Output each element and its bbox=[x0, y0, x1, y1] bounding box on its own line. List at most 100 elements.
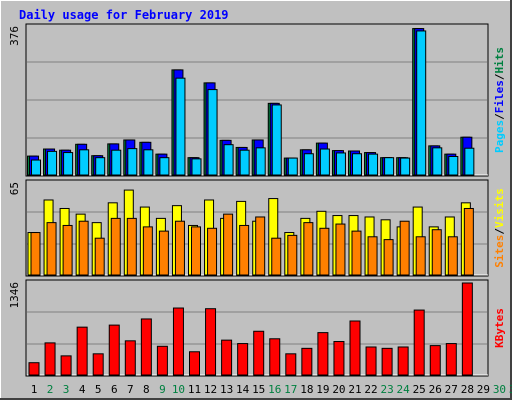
bar-sites-day-16 bbox=[271, 237, 282, 276]
bar-sites-day-12 bbox=[207, 227, 218, 276]
bar-sites-day-18 bbox=[303, 222, 314, 276]
bar-sites-day-27 bbox=[447, 236, 458, 276]
bar-pages-day-13 bbox=[223, 144, 234, 176]
bar-sites-day-23 bbox=[383, 239, 394, 276]
bar-pages-day-20 bbox=[335, 152, 346, 176]
series-label-kbytes: KBytes bbox=[493, 308, 506, 348]
bar-kbytes-day-21 bbox=[349, 320, 361, 376]
day-label-15: 15 bbox=[252, 383, 265, 396]
bar-sites-day-4 bbox=[78, 220, 89, 276]
bar-kbytes-day-14 bbox=[237, 343, 249, 376]
bar-kbytes-day-13 bbox=[221, 339, 233, 376]
bar-pages-day-26 bbox=[432, 147, 443, 176]
day-label-24: 24 bbox=[397, 383, 411, 396]
bar-pages-day-21 bbox=[352, 153, 362, 176]
bar-kbytes-day-10 bbox=[172, 307, 184, 376]
day-label-21: 21 bbox=[348, 383, 361, 396]
bar-pages-day-28 bbox=[464, 147, 475, 176]
y-max-label-visits: 65 bbox=[8, 182, 21, 195]
bar-sites-day-19 bbox=[319, 227, 330, 276]
bar-kbytes-day-6 bbox=[108, 324, 120, 376]
bar-pages-day-10 bbox=[175, 77, 186, 176]
bar-sites-day-13 bbox=[223, 213, 234, 276]
bar-sites-day-2 bbox=[46, 222, 57, 276]
bar-pages-day-12 bbox=[207, 89, 218, 176]
bar-kbytes-day-17 bbox=[285, 353, 297, 376]
bar-pages-day-4 bbox=[79, 149, 90, 176]
day-label-13: 13 bbox=[220, 383, 233, 396]
bar-kbytes-day-3 bbox=[60, 355, 72, 376]
bar-sites-day-26 bbox=[431, 229, 442, 276]
day-label-8: 8 bbox=[143, 383, 150, 396]
bar-pages-day-11 bbox=[191, 158, 202, 176]
series-label-part: Files bbox=[493, 80, 506, 113]
bar-kbytes-day-27 bbox=[445, 343, 457, 376]
bar-kbytes-day-4 bbox=[76, 326, 88, 376]
day-label-28: 28 bbox=[461, 383, 474, 396]
day-label-9: 9 bbox=[159, 383, 166, 396]
bar-kbytes-day-24 bbox=[397, 346, 409, 376]
bar-sites-day-9 bbox=[158, 230, 169, 276]
bar-kbytes-day-1 bbox=[28, 362, 40, 376]
bar-kbytes-day-11 bbox=[189, 351, 200, 376]
day-label-18: 18 bbox=[300, 383, 313, 396]
y-max-label-hits: 376 bbox=[8, 26, 21, 46]
bar-kbytes-day-18 bbox=[301, 347, 313, 376]
bar-sites-day-1 bbox=[30, 232, 41, 276]
bar-sites-day-24 bbox=[399, 220, 410, 276]
day-label-19: 19 bbox=[316, 383, 329, 396]
bar-kbytes-day-19 bbox=[317, 332, 329, 376]
day-label-3: 3 bbox=[63, 383, 70, 396]
day-label-27: 27 bbox=[445, 383, 458, 396]
bar-pages-day-1 bbox=[31, 159, 41, 176]
bar-kbytes-day-28 bbox=[461, 282, 473, 376]
bar-kbytes-day-5 bbox=[92, 353, 104, 376]
bar-kbytes-day-15 bbox=[253, 330, 265, 376]
bar-pages-day-7 bbox=[127, 148, 138, 176]
bar-pages-day-8 bbox=[143, 149, 154, 176]
day-label-25: 25 bbox=[413, 383, 426, 396]
bar-kbytes-day-22 bbox=[365, 346, 377, 376]
bar-sites-day-8 bbox=[142, 226, 153, 276]
bar-pages-day-22 bbox=[368, 153, 379, 176]
series-label-part: Sites bbox=[493, 235, 506, 268]
bar-kbytes-day-16 bbox=[269, 338, 281, 376]
day-label-16: 16 bbox=[268, 383, 281, 396]
day-label-10: 10 bbox=[172, 383, 185, 396]
bar-kbytes-day-20 bbox=[333, 341, 345, 376]
day-label-20: 20 bbox=[332, 383, 345, 396]
bar-kbytes-day-23 bbox=[381, 347, 393, 376]
bar-sites-day-20 bbox=[335, 223, 346, 276]
day-label-11: 11 bbox=[188, 383, 201, 396]
series-label-part: KBytes bbox=[493, 308, 506, 348]
series-label-visits: Sites/Visits bbox=[493, 188, 506, 268]
bar-kbytes-day-26 bbox=[429, 345, 441, 376]
series-label-hits: Pages/Files/Hits bbox=[493, 47, 506, 153]
chart-title: Daily usage for February 2019 bbox=[19, 8, 229, 22]
day-label-7: 7 bbox=[127, 383, 134, 396]
day-label-6: 6 bbox=[111, 383, 118, 396]
series-label-part: Pages bbox=[493, 120, 506, 153]
bar-kbytes-day-12 bbox=[205, 308, 217, 376]
day-label-30: 30 bbox=[493, 383, 506, 396]
day-label-31: 31 bbox=[509, 383, 512, 396]
day-label-2: 2 bbox=[47, 383, 54, 396]
bar-sites-day-11 bbox=[191, 226, 201, 276]
bar-pages-day-24 bbox=[400, 157, 411, 176]
bar-sites-day-3 bbox=[62, 224, 73, 276]
bar-pages-day-14 bbox=[239, 149, 250, 176]
series-label-part: / bbox=[493, 113, 506, 120]
series-label-part: Visits bbox=[493, 188, 506, 228]
bar-sites-day-10 bbox=[174, 220, 185, 276]
day-label-23: 23 bbox=[380, 383, 393, 396]
bar-pages-day-2 bbox=[47, 150, 58, 176]
bar-pages-day-19 bbox=[319, 148, 330, 176]
bar-sites-day-5 bbox=[94, 237, 105, 276]
bar-sites-day-6 bbox=[110, 217, 121, 276]
y-max-label-kbytes: 1346 bbox=[8, 282, 21, 309]
bar-pages-day-3 bbox=[63, 152, 74, 176]
bar-sites-day-21 bbox=[351, 230, 362, 276]
bar-sites-day-14 bbox=[239, 224, 250, 276]
